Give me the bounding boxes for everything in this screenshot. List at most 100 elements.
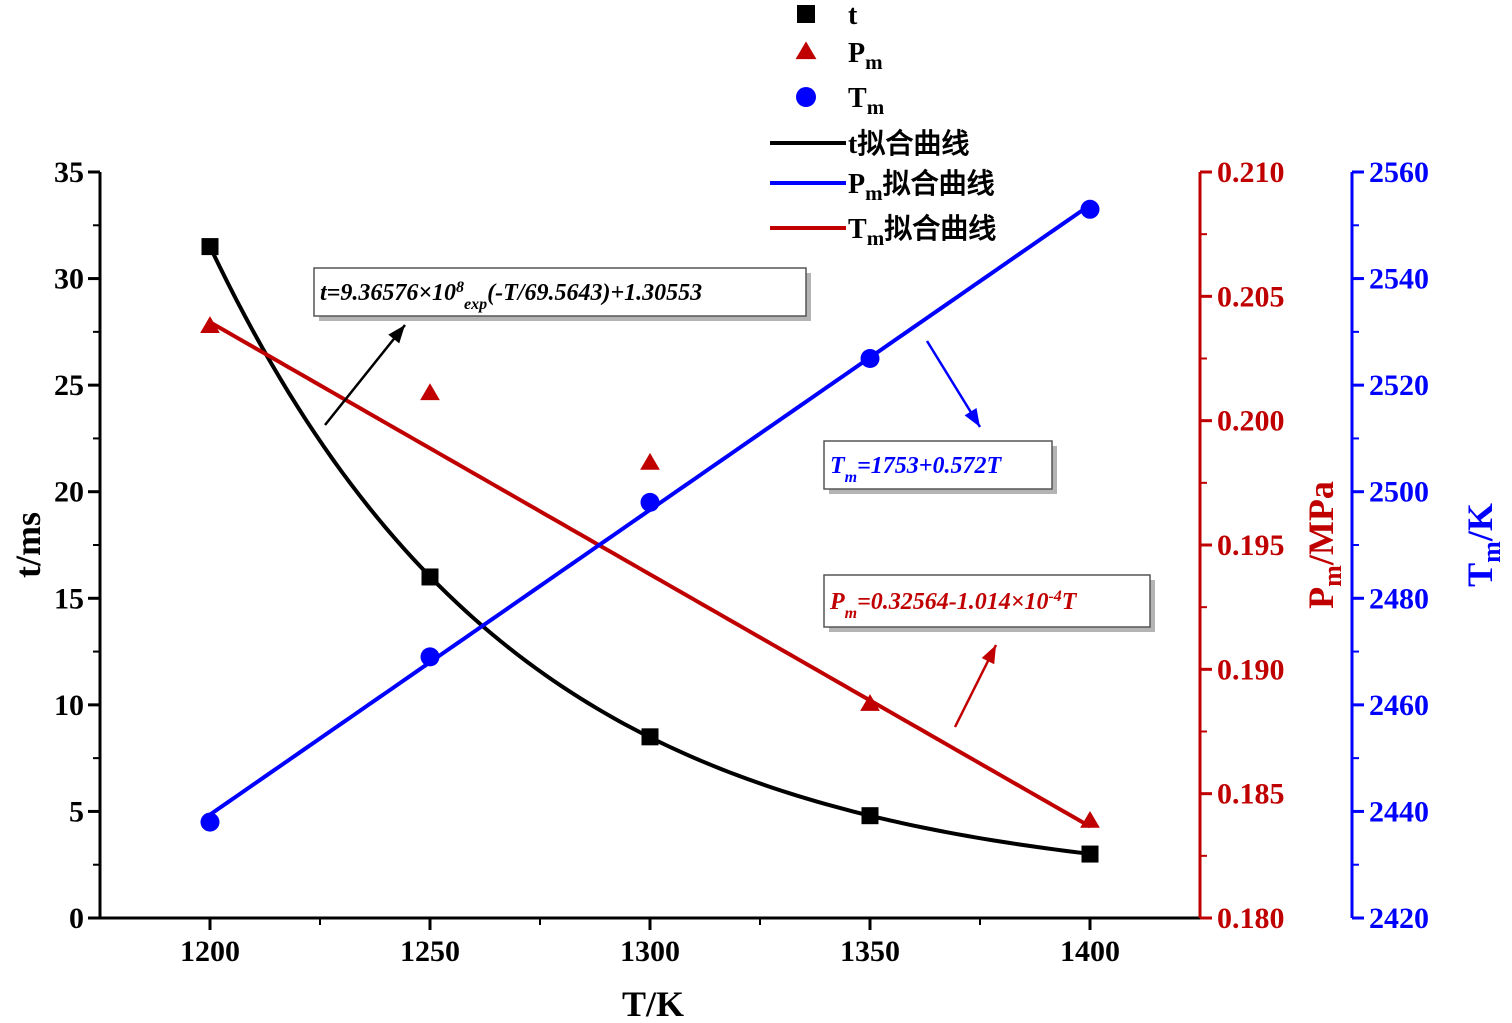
tm-point [640, 492, 660, 512]
tm-point [200, 812, 220, 832]
legend-label-sub: m [867, 95, 885, 119]
legend-label-sub: m [865, 50, 883, 74]
legend-label: Tm拟合曲线 [848, 212, 996, 250]
legend-label-main: t [848, 129, 858, 160]
tm-tick-label: 2500 [1369, 476, 1429, 509]
legend-label-main: t [848, 0, 858, 31]
pm-eq-box [823, 574, 1151, 628]
legend-label-main: T [848, 214, 867, 245]
t-point [201, 238, 219, 256]
legend-label-sub: m [867, 226, 885, 250]
pm-point [420, 383, 440, 401]
t-eq-text: t=9.36576×108exp(-T/69.5643)+1.30553 [320, 279, 702, 313]
legend-label: t拟合曲线 [848, 127, 969, 160]
tm-tick-label: 2480 [1369, 582, 1429, 615]
t-eq-part: t=9.36576×10 [320, 280, 456, 306]
left-tick-label: 20 [54, 476, 84, 509]
left-tick-label: 30 [54, 263, 84, 296]
pm-axis-title-rest: /MPa [1301, 481, 1341, 566]
legend-label: t [848, 0, 858, 31]
pm-axis-title-main: P [1301, 587, 1341, 609]
t-eq-part: (-T/69.5643)+1.30553 [487, 280, 702, 306]
pm-point [200, 316, 220, 333]
annotations: t=9.36576×108exp(-T/69.5643)+1.30553Tm=1… [313, 267, 1155, 728]
tm-axis-title-rest: /K [1460, 503, 1500, 542]
pm-axis-title: Pm/MPa [1301, 481, 1347, 609]
legend-label-rest: 拟合曲线 [883, 167, 995, 200]
tm-point [420, 647, 440, 667]
tm-tick-label: 2520 [1369, 369, 1429, 402]
pm-eq-part: m [845, 605, 857, 622]
pm-axis-title-sub: m [1318, 565, 1347, 587]
pm-tick-label: 0.185 [1217, 778, 1285, 811]
pm-point [1080, 811, 1100, 828]
legend-label: Tm [848, 83, 885, 119]
pm-tick-label: 0.205 [1217, 280, 1285, 313]
tm-point [1080, 199, 1100, 219]
t-point [421, 568, 439, 586]
tm-tick-label: 2560 [1369, 156, 1429, 189]
left-tick-label: 35 [54, 156, 84, 189]
left-tick-label: 25 [54, 369, 84, 402]
data-points [200, 199, 1100, 863]
legend-marker [796, 87, 816, 107]
tm-eq-arrow-head [964, 408, 980, 427]
axes: 1200 1250 1300 1350 1400 T/K 0 5 10 15 20 25 30 35 0.1… [8, 156, 1506, 1023]
pm-eq-arrow-head [981, 645, 996, 665]
tm-axis-title-sub: m [1477, 541, 1506, 563]
t-eq-part: exp [464, 296, 487, 313]
legend-label-rest: 拟合曲线 [884, 212, 996, 245]
legend-marker [795, 41, 817, 60]
x-tick-label: 1200 [180, 935, 240, 968]
t-eq-part: 8 [456, 279, 464, 296]
pm-tick-label: 0.190 [1217, 653, 1285, 686]
pm-eq-part: =0.32564-1.014×10 [857, 589, 1048, 615]
pm-tick-label: 0.195 [1217, 529, 1285, 562]
tm-axis-title: Tm/K [1460, 503, 1506, 587]
pm-eq-part: T [1062, 589, 1078, 615]
pm-point [640, 452, 660, 470]
tm-eq-part: =1753+0.572T [857, 453, 1002, 479]
legend-label: Pm [848, 38, 883, 74]
t-fit-curve [208, 245, 1091, 856]
left-tick-label: 5 [69, 795, 84, 828]
t-eq-arrow-line [324, 324, 406, 426]
legend-label-main: T [848, 83, 867, 114]
tm-eq-part: m [845, 469, 857, 486]
x-tick-label: 1350 [840, 935, 900, 968]
x-tick-label: 1400 [1060, 935, 1120, 968]
t-eq-arrow-head [388, 325, 405, 344]
pm-eq-part: P [829, 589, 845, 615]
x-tick-label: 1300 [620, 935, 680, 968]
tm-tick-label: 2460 [1369, 689, 1429, 722]
tm-axis-title-main: T [1460, 563, 1500, 587]
legend-label-main: P [848, 169, 865, 200]
tm-tick-label: 2420 [1369, 902, 1429, 935]
tm-eq-box [823, 440, 1053, 490]
t-point [1081, 845, 1099, 863]
pm-eq-text: Pm=0.32564-1.014×10-4T [829, 588, 1078, 622]
legend-label-main: P [848, 38, 865, 69]
left-axis-title: t/ms [8, 512, 48, 578]
pm-tick-label: 0.200 [1217, 405, 1285, 438]
tm-eq-part: T [830, 453, 846, 479]
legend-label: Pm拟合曲线 [848, 167, 995, 205]
pm-point [860, 694, 880, 711]
pm-tick-label: 0.180 [1217, 902, 1285, 935]
pm-fit-line [209, 320, 1091, 829]
tm-eq-text: Tm=1753+0.572T [830, 453, 1002, 486]
legend-label-rest: 拟合曲线 [857, 127, 969, 160]
x-axis-title: T/K [622, 984, 684, 1023]
tm-point [860, 349, 880, 368]
legend-label-sub: m [865, 181, 883, 205]
tm-tick-label: 2440 [1369, 795, 1429, 828]
legend-marker [797, 5, 815, 23]
left-tick-label: 10 [54, 689, 84, 722]
pm-eq-part: -4 [1048, 588, 1061, 605]
x-tick-label: 1250 [400, 935, 460, 968]
tm-tick-label: 2540 [1369, 263, 1429, 296]
left-tick-label: 15 [54, 582, 84, 615]
pm-tick-label: 0.210 [1217, 156, 1285, 189]
